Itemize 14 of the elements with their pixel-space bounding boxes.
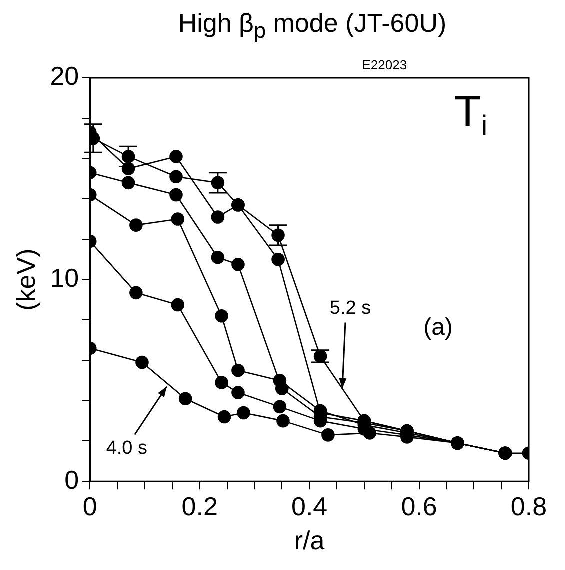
y-tick-label: 10 bbox=[50, 262, 80, 293]
y-tick-label: 0 bbox=[64, 464, 80, 495]
annotation: (a) bbox=[424, 314, 454, 341]
x-tick-label: 0.4 bbox=[291, 491, 328, 522]
x-tick-label: 0.6 bbox=[401, 491, 438, 522]
y-tick-label: 20 bbox=[50, 61, 80, 92]
x-axis-title: r/a bbox=[294, 526, 326, 556]
chart-title: High β$_{p}$ mode (JT-60U) bbox=[177, 8, 448, 44]
x-tick-label: 0.2 bbox=[182, 491, 218, 522]
annotation: 4.0 s bbox=[106, 438, 148, 459]
text: E22023 bbox=[362, 57, 408, 72]
annotation: 5.2 s bbox=[330, 298, 372, 320]
y-axis-title: (keV) bbox=[10, 248, 41, 311]
x-tick-label: 0.8 bbox=[510, 491, 548, 522]
